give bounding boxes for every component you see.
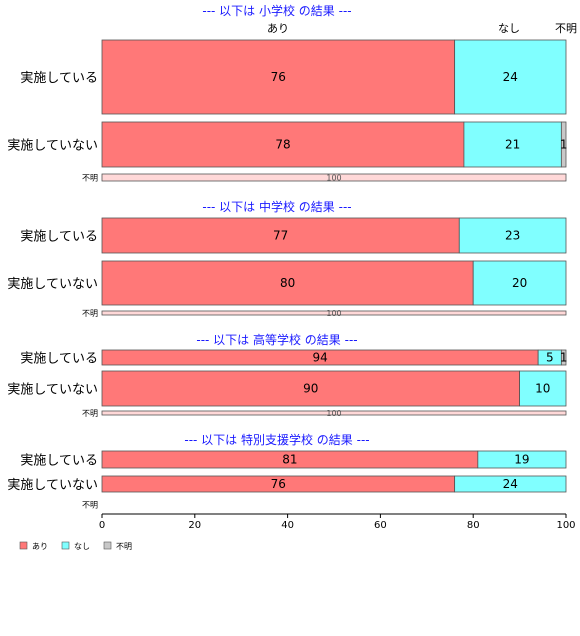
x-tick-label: 80 [467, 520, 480, 531]
data-label: 94 [312, 351, 327, 365]
legend-label: 不明 [116, 542, 132, 551]
data-label: 23 [505, 229, 520, 243]
category-label: 不明 [82, 409, 98, 418]
bar-segment [101, 410, 567, 416]
bar-segment [101, 121, 465, 168]
category-label: 実施していない [7, 138, 98, 154]
category-label: 不明 [82, 309, 98, 318]
bar-segment [101, 310, 567, 316]
bar-segment [560, 349, 567, 366]
data-label: 24 [503, 477, 518, 491]
column-header: あり [267, 22, 289, 35]
data-label: 24 [503, 70, 518, 84]
bar-segment [101, 39, 456, 115]
legend-swatch [19, 541, 28, 550]
data-label: 20 [512, 276, 527, 290]
category-label: 不明 [82, 501, 98, 510]
data-label: 77 [273, 229, 288, 243]
category-label: 実施していない [7, 276, 98, 292]
bar-segment [101, 173, 567, 182]
category-label: 実施している [20, 70, 98, 86]
column-header: 不明 [555, 22, 577, 35]
legend-label: なし [74, 542, 90, 551]
panel-title: --- 以下は 特別支援学校 の結果 --- [184, 432, 369, 447]
data-label: 100 [326, 309, 341, 318]
bar-segment [454, 475, 567, 493]
bar-segment [458, 217, 567, 254]
category-label: 不明 [82, 174, 98, 183]
bar-segment [101, 217, 460, 254]
data-label: 1 [560, 351, 568, 365]
bar-segment [560, 121, 567, 168]
data-label: 80 [280, 276, 295, 290]
data-label: 76 [271, 477, 286, 491]
data-label: 21 [505, 138, 520, 152]
data-label: 100 [326, 174, 341, 183]
category-label: 実施していない [7, 477, 98, 493]
category-label: 実施している [20, 351, 98, 367]
bar-segment [519, 370, 567, 407]
category-label: 実施している [20, 453, 98, 469]
bar-segment [477, 450, 567, 469]
data-label: 90 [303, 382, 318, 396]
data-label: 76 [271, 70, 286, 84]
data-label: 5 [546, 351, 554, 365]
x-tick-label: 100 [556, 520, 575, 531]
bar-segment [472, 260, 567, 306]
data-label: 100 [326, 409, 341, 418]
data-label: 1 [560, 138, 568, 152]
category-label: 実施していない [7, 382, 98, 398]
legend-swatch [61, 541, 70, 550]
legend-swatch [103, 541, 112, 550]
legend-label: あり [32, 542, 48, 551]
category-label: 実施している [20, 229, 98, 245]
x-tick-label: 60 [374, 520, 387, 531]
data-label: 81 [282, 453, 297, 467]
panel-title: --- 以下は 高等学校 の結果 --- [196, 332, 357, 347]
bar-segment [101, 260, 474, 306]
x-tick-label: 20 [188, 520, 201, 531]
bar-segment [101, 370, 521, 407]
panel-title: --- 以下は 小学校 の結果 --- [202, 3, 351, 18]
x-tick-label: 40 [281, 520, 294, 531]
panel-title: --- 以下は 中学校 の結果 --- [202, 199, 351, 214]
data-label: 78 [275, 138, 290, 152]
data-label: 19 [514, 453, 529, 467]
data-label: 10 [535, 382, 550, 396]
column-header: なし [498, 22, 520, 35]
x-tick-label: 0 [99, 520, 105, 531]
bar-segment [454, 39, 567, 115]
bar-segment [463, 121, 562, 168]
